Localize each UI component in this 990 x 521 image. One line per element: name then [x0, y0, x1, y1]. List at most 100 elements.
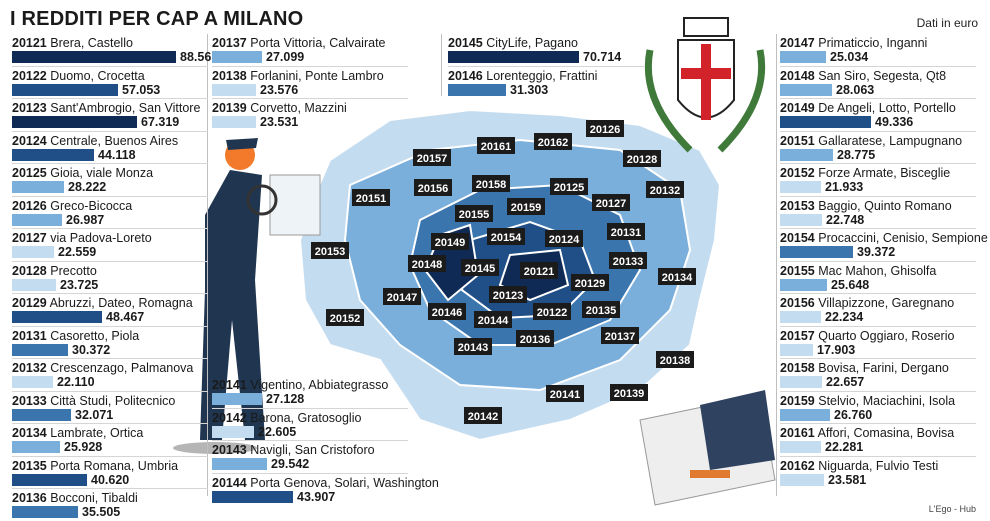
cap-code: 20122: [12, 68, 47, 83]
bar: [212, 83, 256, 96]
map-cap-label-box: [545, 230, 583, 247]
bar-value: 48.467: [106, 310, 145, 324]
bar-column-3: 20145 CityLife, Pagano 70.714 20146 Lorent…: [448, 34, 644, 98]
bar-value: 31.303: [510, 82, 549, 97]
bar: [780, 473, 824, 486]
bar-value: 49.336: [875, 115, 914, 129]
map-cap-label: 20153: [315, 246, 346, 258]
entry-label: 20132 Crescenzago, Palmanova: [12, 361, 193, 375]
bar: [780, 51, 826, 63]
bar-entry: 20123 Sant'Ambrogio, San Vittore 67.319: [12, 98, 208, 131]
map-cap-label: 20143: [458, 342, 489, 354]
bar-entry: 20149 De Angeli, Lotto, Portello 49.336: [780, 98, 976, 131]
map-cap-label-box: [487, 228, 525, 245]
bar-value: 67.319: [141, 115, 180, 129]
cap-code: 20144: [212, 475, 247, 490]
map-cap-label: 20149: [435, 237, 466, 249]
map-cap-label: 20121: [524, 266, 555, 278]
bar-entry: 20125 Gioia, viale Monza 28.222: [12, 163, 208, 196]
cap-code: 20156: [780, 296, 815, 310]
bar-value: 28.063: [836, 82, 875, 97]
entry-label: 20154 Procaccini, Cenisio, Sempione: [780, 231, 988, 245]
bar-entry: 20139 Corvetto, Mazzini 23.531: [212, 98, 408, 131]
entry-label: 20139 Corvetto, Mazzini: [212, 101, 347, 115]
bar-entry: 20159 Stelvio, Maciachini, Isola 26.760: [780, 390, 976, 424]
bar-value: 22.110: [57, 375, 95, 389]
entry-label: 20124 Centrale, Buenos Aires: [12, 134, 178, 148]
bar-entry: 20155 Mac Mahon, Ghisolfa 25.648: [780, 260, 976, 294]
entry-label: 20126 Greco-Bicocca: [12, 199, 132, 213]
area-name: Bocconi, Tibaldi: [50, 491, 138, 505]
cap-code: 20127: [12, 231, 47, 245]
bar-entry: 20151 Gallaratese, Lampugnano 28.775: [780, 130, 976, 164]
map-cap-label-box: [477, 137, 515, 154]
map-cap-label: 20148: [412, 259, 443, 271]
area-name: Navigli, San Cristoforo: [250, 443, 375, 457]
cap-code: 20152: [780, 166, 815, 180]
bar: [212, 490, 293, 503]
bar: [12, 246, 54, 258]
area-name: Porta Genova, Solari, Washington: [250, 475, 439, 490]
map-cap-label-box: [352, 189, 390, 206]
bar-entry: 20154 Procaccini, Cenisio, Sempione 39.37…: [780, 228, 988, 261]
bar-column-2: 20137 Porta Vittoria, Calvairate 27.099 20…: [212, 34, 408, 131]
map-cap-label: 20126: [590, 124, 621, 136]
entry-label: 20156 Villapizzone, Garegnano: [780, 296, 954, 310]
bar: [780, 311, 821, 323]
cap-code: 20143: [212, 443, 247, 457]
cap-code: 20149: [780, 101, 815, 115]
map-cap-label: 20157: [417, 153, 448, 165]
entry-label: 20121 Brera, Castello: [12, 36, 133, 50]
bar: [780, 246, 853, 258]
divider: [207, 34, 208, 496]
map-cap-label: 20137: [605, 331, 636, 343]
bar: [780, 181, 821, 193]
entry-label: 20162 Niguarda, Fulvio Testi: [780, 459, 938, 473]
bar: [212, 458, 267, 470]
bar: [780, 213, 822, 226]
bar-entry: 20148 San Siro, Segesta, Qt8 28.063: [780, 65, 976, 99]
map-cap-label: 20142: [468, 411, 499, 423]
map-cap-label: 20139: [614, 388, 645, 400]
entry-label: 20144 Porta Genova, Solari, Washington: [212, 476, 439, 490]
bar-value: 25.928: [64, 440, 103, 454]
cap-code: 20129: [12, 296, 47, 310]
bar-entry: 20158 Bovisa, Farini, Dergano 22.657: [780, 358, 976, 391]
area-name: Precotto: [50, 263, 97, 278]
area-name: Affori, Comasina, Bovisa: [817, 426, 955, 440]
bar-entry: 20162 Niguarda, Fulvio Testi 23.581: [780, 455, 976, 489]
bar-value: 40.620: [91, 472, 130, 487]
bar: [780, 343, 813, 356]
map-cap-label: 20124: [549, 234, 580, 246]
bar-entry: 20134 Lambrate, Ortica 25.928: [12, 423, 208, 456]
bar-value: 35.505: [82, 505, 121, 519]
map-cap-label: 20156: [418, 183, 449, 195]
map-cap-label-box: [546, 385, 584, 402]
bar-value: 23.531: [260, 115, 299, 129]
bar-value: 26.987: [66, 212, 105, 227]
map-cap-label-box: [326, 309, 364, 326]
map-cap-label: 20136: [520, 334, 551, 346]
map-cap-label-box: [609, 252, 647, 269]
map-cap-label-box: [383, 288, 421, 305]
map-cap-label: 20151: [356, 193, 387, 205]
bar: [780, 408, 830, 421]
entry-label: 20131 Casoretto, Piola: [12, 329, 139, 343]
entry-label: 20157 Quarto Oggiaro, Roserio: [780, 329, 954, 343]
map-cap-label-box: [534, 133, 572, 150]
bar-value: 30.372: [72, 342, 111, 357]
bar-entry: 20161 Affori, Comasina, Bovisa 22.281: [780, 423, 976, 456]
map-cap-label: 20128: [627, 154, 658, 166]
cap-code: 20125: [12, 166, 47, 180]
map-cap-label-box: [623, 150, 661, 167]
entry-label: 20122 Duomo, Crocetta: [12, 69, 145, 83]
bar-column-2-lower: 20141 Vigentino, Abbiategrasso 27.128 2014…: [212, 376, 439, 505]
area-name: Porta Vittoria, Calvairate: [250, 36, 386, 50]
bar-value: 23.725: [60, 277, 99, 292]
unit-note: Dati in euro: [916, 16, 978, 30]
cap-code: 20124: [12, 133, 47, 148]
map-cap-label-box: [607, 223, 645, 240]
milan-coat-of-arms-icon: [644, 17, 766, 153]
entry-label: 20147 Primaticcio, Inganni: [780, 36, 927, 50]
map-cap-label-box: [520, 262, 558, 279]
